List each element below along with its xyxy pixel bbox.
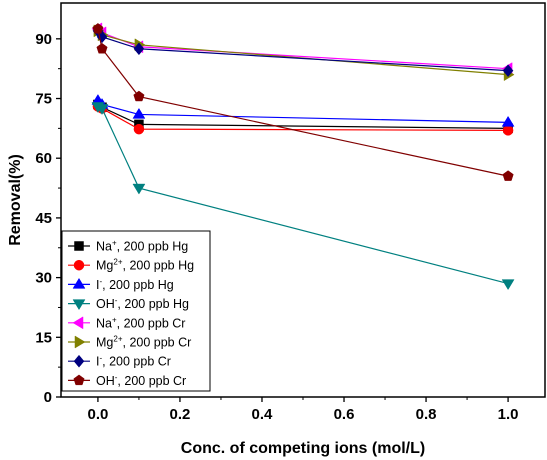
y-tick-label: 15 [35,329,52,346]
series-6 [93,24,515,82]
legend-label: I-, 200 ppb Cr [96,354,171,369]
legend-suffix: , 200 ppb Cr [117,374,186,388]
legend-entry: OH-, 200 ppb Cr [68,373,186,388]
series-line [97,28,509,70]
series-line [97,30,509,76]
series-layer [91,22,515,291]
legend-marker [74,335,86,349]
y-tick-label: 75 [35,91,52,108]
data-point [92,23,104,34]
legend-label: Na+, 200 ppb Hg [96,239,188,254]
legend-charge: 2+ [113,335,122,344]
legend-charge: + [112,315,117,324]
series-line [97,103,509,129]
data-point [502,170,514,181]
legend-label: OH-, 200 ppb Hg [96,296,189,311]
legend-entry: Na+, 200 ppb Cr [68,315,185,330]
legend-ion: Mg [96,259,113,273]
legend-entry: Mg2+, 200 ppb Cr [68,335,191,350]
series-line [97,28,509,177]
legend-charge: - [99,354,102,363]
legend-suffix: , 200 ppb Hg [117,240,189,254]
data-point [502,64,514,78]
series-3 [91,94,515,127]
data-point [133,123,145,135]
data-point [96,42,108,54]
data-point [95,104,109,115]
legend-entry: I-, 200 ppb Hg [68,277,174,292]
legend-charge: - [115,373,118,382]
y-tick-label: 45 [35,210,52,227]
legend-label: OH-, 200 ppb Cr [96,373,186,388]
y-axis: 0 15 30 45 60 75 90 [35,31,61,406]
data-point [502,125,514,136]
x-tick-label: 0.0 [87,406,108,423]
legend-suffix: , 200 ppb Hg [123,259,195,273]
x-tick-label: 0.4 [252,406,274,423]
legend-suffix: , 200 ppb Hg [117,297,189,311]
legend-marker [72,316,84,330]
legend-marker [73,354,85,368]
y-tick-label: 30 [35,270,52,287]
legend-entry: Mg2+, 200 ppb Hg [68,258,194,273]
legend-suffix: , 200 ppb Cr [123,336,192,350]
legend-charge: + [112,239,117,248]
series-8 [92,23,514,181]
legend-charge: - [115,296,118,305]
legend-marker [73,259,85,271]
legend-label: Mg2+, 200 ppb Cr [96,335,191,350]
legend-ion: Na [96,240,112,254]
legend-label: I-, 200 ppb Hg [96,277,174,292]
data-point [501,279,515,291]
legend-charge: - [99,277,102,286]
x-tick-label: 0.8 [416,406,437,423]
y-tick-label: 90 [35,31,52,48]
y-tick-label: 60 [35,150,52,167]
x-axis: 0.0 0.2 0.4 0.6 0.8 1.0 [87,397,519,423]
data-point [133,42,145,56]
legend-charge: 2+ [113,258,122,267]
legend-ion: OH [96,297,115,311]
legend-ion: OH [96,374,115,388]
legend-entry: I-, 200 ppb Cr [68,354,171,369]
y-axis-title: Removal(%) [7,154,24,246]
legend-marker [72,277,86,289]
legend-ion: I [96,278,99,292]
series-1 [93,99,513,134]
legend-suffix: , 200 ppb Hg [102,278,174,292]
x-tick-label: 0.2 [170,406,191,423]
x-tick-label: 1.0 [498,406,519,423]
data-point [133,90,145,102]
data-point [132,107,146,119]
series-line [97,100,509,123]
legend-label: Mg2+, 200 ppb Hg [96,258,194,273]
legend-ion: I [96,355,99,369]
legend-suffix: , 200 ppb Cr [117,316,186,330]
legend-ion: Na [96,316,112,330]
legend-suffix: , 200 ppb Cr [102,355,171,369]
series-7 [92,24,514,78]
legend-marker [73,374,85,386]
legend-ion: Mg [96,336,113,350]
legend-marker [74,241,84,251]
legend-label: Na+, 200 ppb Cr [96,315,185,330]
x-tick-label: 0.6 [334,406,355,423]
data-point [132,183,146,195]
y-tick-label: 0 [44,389,52,406]
legend-box [61,230,211,392]
legend-entry: OH-, 200 ppb Hg [68,296,189,311]
series-4 [91,102,515,291]
data-point [501,115,515,127]
legend-marker [72,299,86,311]
legend-entry: Na+, 200 ppb Hg [68,239,188,254]
x-axis-title: Conc. of competing ions (mol/L) [181,440,425,457]
